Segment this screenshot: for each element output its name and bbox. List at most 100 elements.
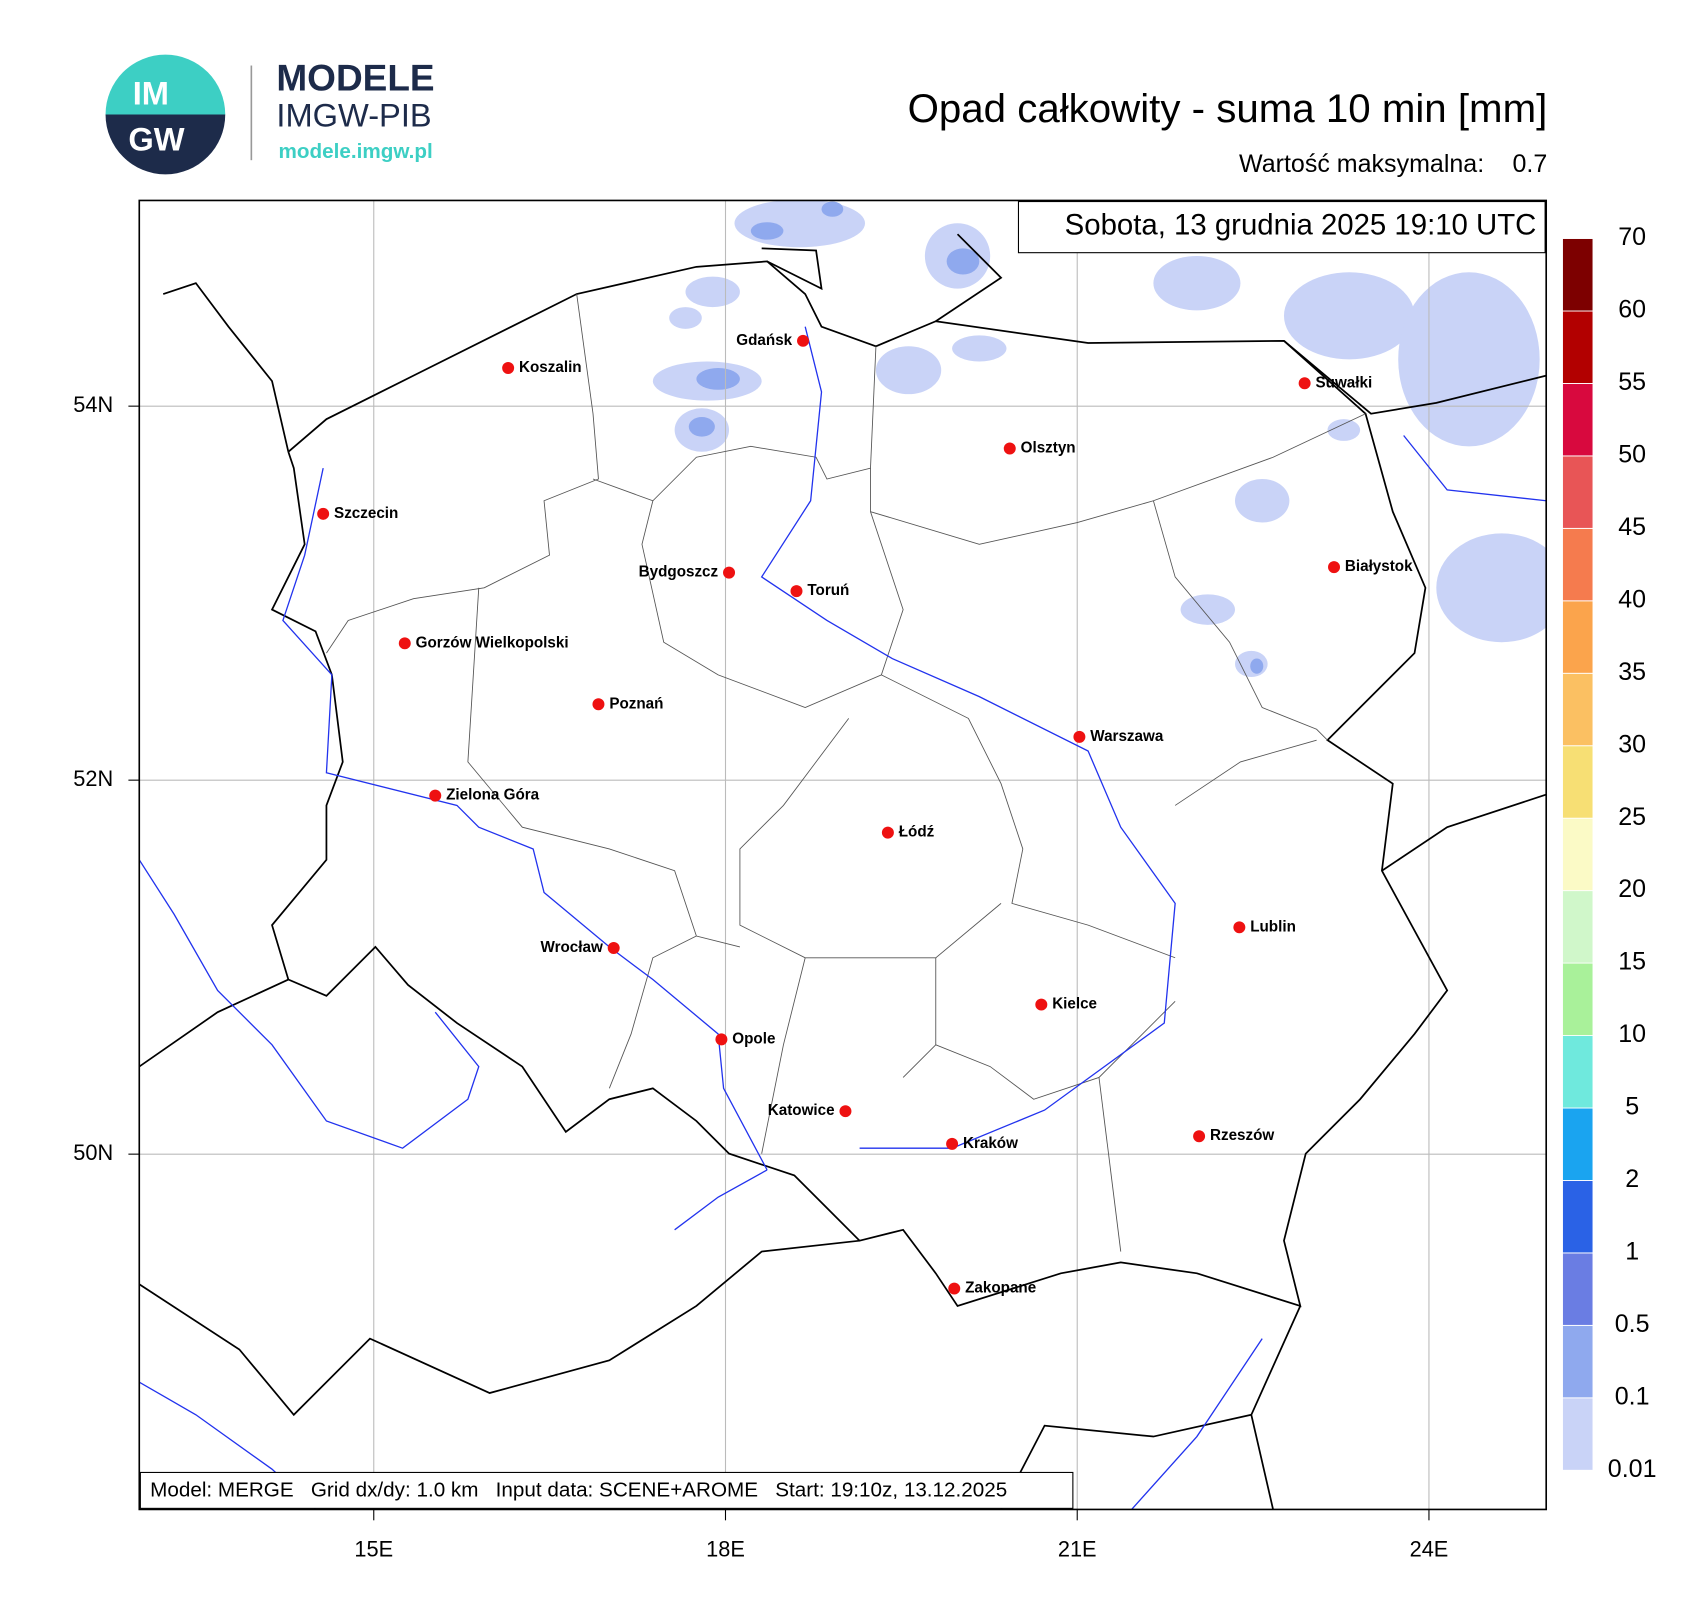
map-frame [138,199,1548,1511]
colorbar-label: 30 [1618,730,1646,758]
city-marker [790,585,803,598]
colorbar-box [1562,962,1594,1036]
city-marker [1193,1130,1206,1143]
colorbar-label: 5 [1625,1093,1639,1121]
precip-cores [688,201,1264,674]
colorbar-label: 35 [1618,658,1646,686]
colorbar-box [1562,890,1594,964]
city-label: Bydgoszcz [639,564,719,581]
city-label: Zielona Góra [446,787,540,804]
city-marker [881,826,894,839]
city-label: Lublin [1250,918,1296,935]
footer-box [139,1471,1074,1509]
borders [139,233,1547,1510]
colorbar-label: 25 [1618,803,1646,831]
logo-top: IM [133,75,169,112]
city-label: Warszawa [1090,728,1164,745]
city-label: Kielce [1052,996,1097,1013]
colorbar-box [1562,817,1594,892]
max-value: 0.7 [1513,150,1548,178]
city-marker [797,334,810,347]
city-marker [946,1137,959,1150]
city-marker [607,941,620,954]
colorbar-label: 40 [1618,585,1646,613]
x-tick-label: 18E [706,1537,745,1562]
city-label: Koszalin [519,359,582,376]
city-marker [502,362,515,375]
colorbar-box [1562,1107,1594,1181]
footer: Model: MERGE Grid dx/dy: 1.0 km Input da… [150,1478,1007,1501]
colorbar-box [1562,1324,1594,1399]
colorbar-label: 10 [1618,1020,1646,1048]
city-label: Szczecin [334,505,398,522]
colorbar-label: 45 [1618,513,1646,541]
logo: IM GW MODELE IMGW-PIB modele.imgw.pl [105,54,435,175]
colorbar-box [1562,1180,1594,1254]
date: Sobota, 13 grudnia 2025 19:10 UTC [1065,208,1537,241]
max-label: Wartość maksymalna: [1239,150,1484,178]
colorbar-box [1562,527,1594,602]
colorbar-label: 50 [1618,441,1646,469]
plot [139,200,1547,1510]
x-tick-label: 24E [1410,1537,1449,1562]
colorbar-box [1562,383,1594,457]
brand-sub: IMGW-PIB [276,96,431,133]
city-label: Poznań [609,695,663,712]
brand: MODELE [276,58,434,99]
colorbar-box [1562,238,1594,312]
colorbar-box [1562,1397,1594,1471]
city-label: Olsztyn [1021,440,1076,457]
city-marker [948,1282,961,1295]
url: modele.imgw.pl [279,140,433,163]
colorbar-box [1562,745,1594,819]
city-marker [398,637,411,650]
colorbar-box [1562,455,1594,529]
city-marker [592,698,605,711]
colorbar-label: 60 [1618,296,1646,324]
city-label: Suwałki [1316,374,1373,391]
cities: Koszalin Gdańsk Suwałki Olsztyn Szczecin Biał… [317,332,1413,1297]
city-marker [317,507,330,520]
title: Opad całkowity - suma 10 min [mm] [908,86,1548,131]
colorbar-label: 0.01 [1608,1455,1657,1483]
grid [139,200,1547,1510]
city-label: Katowice [768,1102,835,1119]
x-tick-label: 21E [1058,1537,1097,1562]
y-tick-label: 52N [73,766,113,791]
city-marker [1073,730,1086,743]
precip-areas [652,200,1547,678]
logo-bottom: GW [128,120,184,157]
city-label: Gdańsk [736,332,792,349]
city-label: Zakopane [965,1280,1036,1297]
colorbar-box [1562,1035,1594,1109]
city-label: Wrocław [540,939,602,956]
city-marker [1298,377,1311,390]
city-marker [723,566,736,579]
colorbar-box [1562,310,1594,384]
colorbar-label: 2 [1625,1165,1639,1193]
colorbar-box [1562,1252,1594,1326]
y-tick-label: 54N [73,392,113,417]
city-label: Łódź [899,824,935,841]
city-marker [1035,998,1048,1011]
colorbar-box [1562,672,1594,747]
city-marker [715,1033,728,1046]
city-label: Gorzów Wielkopolski [416,634,569,651]
y-tick-label: 50N [73,1140,113,1165]
city-label: Kraków [963,1135,1018,1152]
city-label: Białystok [1345,558,1413,575]
colorbar-label: 0.1 [1615,1382,1650,1410]
city-label: Opole [732,1030,775,1047]
rivers [139,326,1547,1510]
city-marker [1003,442,1016,455]
regions [326,293,1366,1252]
colorbar-label: 1 [1625,1238,1639,1266]
city-marker [1328,561,1340,574]
colorbar-label: 20 [1618,875,1646,903]
colorbar-label: 15 [1618,948,1646,976]
date-box [1017,200,1546,254]
colorbar-label: 0.5 [1615,1310,1650,1338]
